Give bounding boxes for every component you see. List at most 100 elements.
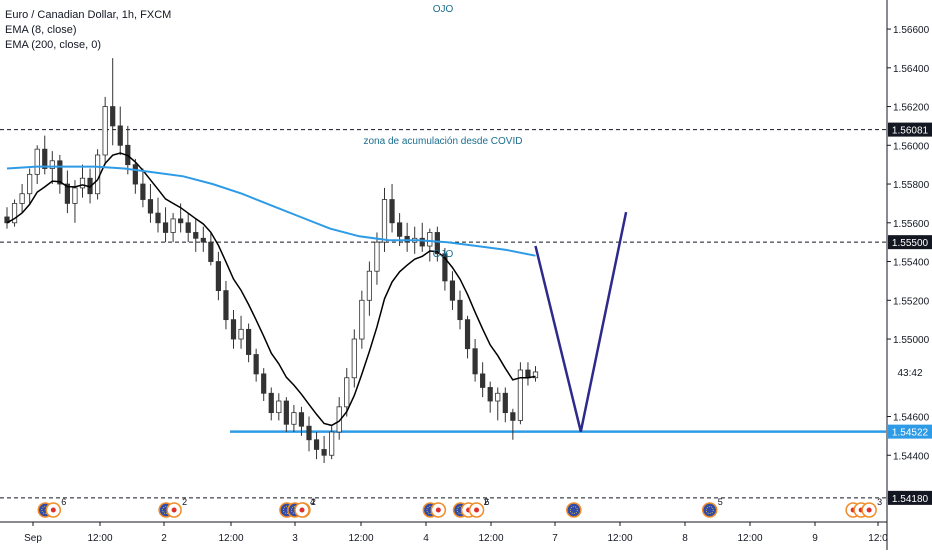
price-tick-label: 1.56600 bbox=[893, 25, 930, 36]
price-tick-label: 1.55400 bbox=[893, 258, 930, 269]
candles-group bbox=[4, 58, 539, 464]
ema-200-line bbox=[6, 165, 536, 257]
candle-up bbox=[49, 160, 55, 169]
ema-8-line bbox=[6, 152, 536, 427]
price-tag bbox=[888, 490, 932, 505]
candle-down bbox=[185, 222, 191, 233]
chart-legend: Euro / Canadian Dollar, 1h, FXCM EMA (8,… bbox=[5, 8, 171, 53]
candle-up bbox=[170, 218, 176, 233]
candle-up bbox=[427, 232, 433, 247]
candle-up bbox=[102, 106, 108, 156]
time-tick-label: 9 bbox=[812, 533, 818, 544]
candle-down bbox=[64, 183, 70, 204]
event-count-badge: 6 bbox=[485, 497, 490, 507]
candle-down bbox=[200, 237, 206, 243]
price-axis bbox=[887, 0, 932, 550]
candle-up bbox=[495, 392, 501, 402]
candle-up bbox=[72, 187, 78, 204]
symbol-title[interactable]: Euro / Canadian Dollar, 1h, FXCM bbox=[5, 9, 172, 21]
price-tick-label: 1.55000 bbox=[893, 335, 930, 346]
candle-down bbox=[434, 232, 440, 255]
ema-short-label[interactable]: EMA (8, close) bbox=[5, 24, 77, 36]
time-tick-label: 8 bbox=[682, 533, 688, 544]
price-tag-label: 1.56081 bbox=[892, 126, 929, 137]
candle-up bbox=[517, 369, 524, 421]
event-count-badge: 3 bbox=[877, 497, 882, 507]
time-tick-label: 12:00 bbox=[737, 533, 762, 544]
candle-up bbox=[344, 377, 350, 408]
candle-down bbox=[442, 253, 448, 282]
candle-up bbox=[532, 371, 539, 379]
candle-up bbox=[276, 400, 282, 414]
candle-up bbox=[374, 241, 380, 272]
price-tag bbox=[888, 235, 932, 250]
maple-leaf-icon bbox=[50, 507, 56, 513]
time-tick-label: Sep bbox=[24, 533, 42, 544]
price-tag-label: 1.54522 bbox=[892, 428, 929, 439]
price-tick-label: 1.56000 bbox=[893, 141, 930, 152]
price-tick-label: 1.54400 bbox=[893, 451, 930, 462]
price-tag-label: 1.54180 bbox=[892, 494, 929, 505]
eu-stars-icon bbox=[569, 506, 578, 514]
event-count-badge: 6 bbox=[61, 497, 66, 507]
price-tick-label: 1.56200 bbox=[893, 103, 930, 114]
eu-flag-icon bbox=[701, 502, 718, 518]
candle-up bbox=[238, 328, 244, 340]
time-tick-label: 12:00 bbox=[218, 533, 243, 544]
maple-leaf-icon bbox=[435, 507, 441, 513]
candle-up bbox=[329, 431, 335, 456]
price-tick-label: 1.55200 bbox=[893, 296, 930, 307]
candle-down bbox=[245, 328, 252, 355]
price-tag bbox=[888, 122, 932, 137]
candle-down bbox=[57, 160, 63, 185]
price-tick-label: 1.55600 bbox=[893, 219, 930, 230]
price-tag-label: 1.55500 bbox=[892, 238, 929, 249]
event-count-badge: 2 bbox=[484, 497, 489, 507]
candle-down bbox=[140, 183, 146, 200]
price-tag-label: 43:42 bbox=[897, 368, 922, 379]
events-group: 6 2 24 62 5 3 bbox=[37, 497, 882, 518]
candle-down bbox=[162, 222, 169, 233]
candle-down bbox=[155, 212, 161, 224]
candle-up bbox=[351, 338, 357, 379]
candle-down bbox=[283, 400, 289, 425]
candle-down bbox=[193, 232, 199, 239]
candle-down bbox=[261, 373, 267, 394]
candle-down bbox=[464, 319, 471, 350]
candle-up bbox=[381, 199, 388, 243]
candle-down bbox=[117, 125, 123, 146]
candle-down bbox=[208, 241, 214, 262]
maple-leaf-icon bbox=[299, 507, 305, 513]
time-tick-label: 2 bbox=[161, 533, 167, 544]
eu-stars-icon bbox=[705, 506, 714, 514]
price-tick-label: 1.54600 bbox=[893, 413, 930, 424]
candle-down bbox=[510, 412, 516, 421]
candle-down bbox=[502, 392, 508, 414]
candle-down bbox=[480, 373, 486, 388]
ema-long-label[interactable]: EMA (200, close, 0) bbox=[5, 39, 101, 51]
time-tick-label: 4 bbox=[423, 533, 429, 544]
eu-flag-icon bbox=[566, 502, 582, 518]
price-tag bbox=[888, 424, 932, 439]
event-count-badge: 2 bbox=[311, 497, 316, 507]
annotation-zone: zona de acumulación desde COVID bbox=[364, 136, 523, 147]
maple-leaf-icon bbox=[474, 507, 480, 513]
candle-up bbox=[95, 154, 101, 195]
event-count-badge: 5 bbox=[718, 497, 723, 507]
maple-leaf-icon bbox=[866, 507, 872, 513]
candle-down bbox=[457, 299, 463, 321]
candle-down bbox=[313, 439, 320, 450]
price-tick-label: 1.56400 bbox=[893, 64, 930, 75]
time-tick-label: 3 bbox=[292, 533, 298, 544]
candle-down bbox=[110, 106, 116, 127]
candle-up bbox=[27, 173, 33, 195]
candle-down bbox=[419, 237, 425, 247]
price-tick-label: 1.55800 bbox=[893, 180, 930, 191]
event-count-badge: 4 bbox=[310, 497, 315, 507]
candle-down bbox=[389, 199, 395, 224]
candle-down bbox=[306, 425, 312, 441]
candle-up bbox=[19, 193, 25, 204]
candle-down bbox=[215, 261, 221, 291]
